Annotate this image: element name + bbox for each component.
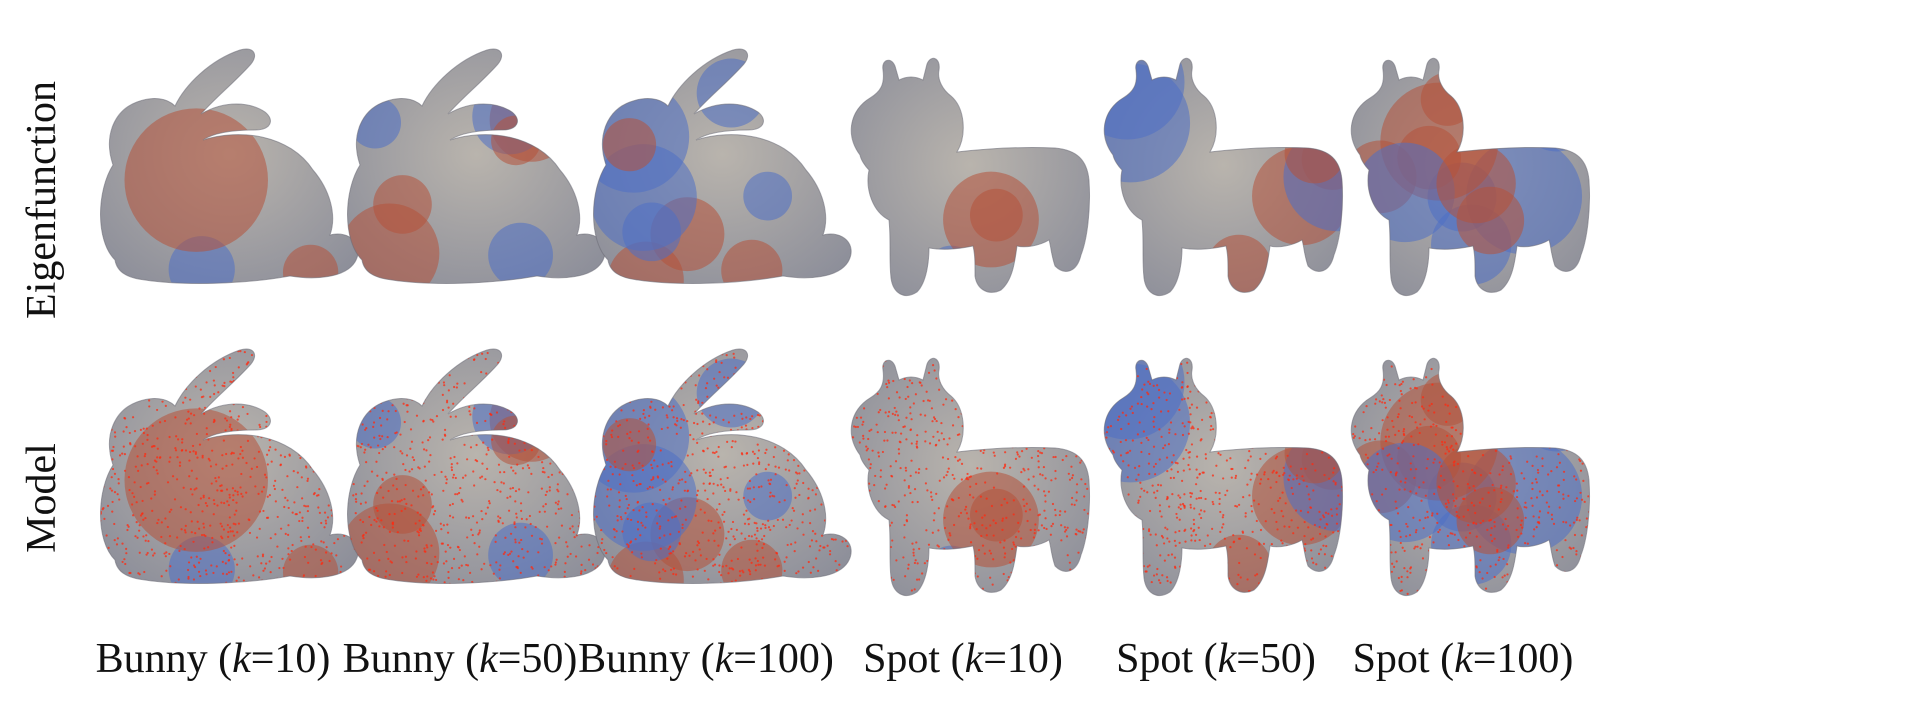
caption-k-symbol: k	[479, 636, 498, 682]
mesh-shape	[1351, 358, 1590, 596]
eigenfunction-panel-bunny-k100	[568, 40, 868, 340]
mesh-shape	[100, 49, 359, 284]
caption-spot-k100: Spot (k=100)	[1313, 635, 1613, 683]
caption-name: Bunny (	[578, 636, 715, 682]
row-label-eigenfunction: Eigenfunction	[19, 81, 65, 319]
caption-spot-k10: Spot (k=10)	[813, 635, 1113, 683]
eigenfunction-panel-bunny-k50	[322, 40, 622, 340]
mesh-shape	[347, 348, 606, 584]
caption-k-symbol: k	[1454, 636, 1473, 682]
eigenfunction-panel-spot-k10	[825, 40, 1125, 340]
model-panel-bunny-k50	[322, 340, 622, 640]
model-panel-spot-k100	[1325, 340, 1625, 640]
caption-k-symbol: k	[232, 636, 251, 682]
caption-k-value: =100)	[1472, 636, 1574, 682]
caption-k-value: =10)	[983, 636, 1063, 682]
caption-name: Bunny (	[342, 636, 480, 682]
caption-name: Bunny (	[95, 636, 233, 682]
mesh-shape	[851, 358, 1090, 596]
model-panel-spot-k50	[1078, 340, 1378, 640]
caption-k-value: =50)	[497, 636, 578, 682]
caption-k-symbol: k	[964, 636, 984, 682]
mesh-shape	[347, 49, 606, 284]
caption-name: Spot (	[1116, 636, 1218, 682]
caption-k-value: =100)	[733, 636, 834, 682]
caption-name: Spot (	[863, 636, 965, 682]
caption-k-symbol: k	[714, 636, 734, 682]
caption-k-value: =10)	[250, 636, 331, 682]
caption-k-symbol: k	[1217, 636, 1237, 682]
model-panel-bunny-k10	[75, 340, 375, 640]
mesh-shape	[851, 58, 1090, 296]
model-panel-spot-k10	[825, 340, 1125, 640]
caption-spot-k50: Spot (k=50)	[1066, 635, 1366, 683]
mesh-shape	[100, 348, 359, 584]
mesh-shape	[1351, 58, 1590, 296]
caption-bunny-k100: Bunny (k=100)	[556, 635, 856, 683]
eigenfunction-panel-bunny-k10	[75, 40, 375, 340]
eigenfunction-panel-spot-k50	[1078, 40, 1378, 340]
caption-k-value: =50)	[1236, 636, 1316, 682]
row-label-model: Model	[19, 443, 65, 553]
caption-bunny-k50: Bunny (k=50)	[310, 635, 610, 683]
model-panel-bunny-k100	[568, 340, 868, 640]
caption-bunny-k10: Bunny (k=10)	[63, 635, 363, 683]
eigenfunction-panel-spot-k100	[1325, 40, 1625, 340]
caption-name: Spot (	[1352, 636, 1455, 682]
